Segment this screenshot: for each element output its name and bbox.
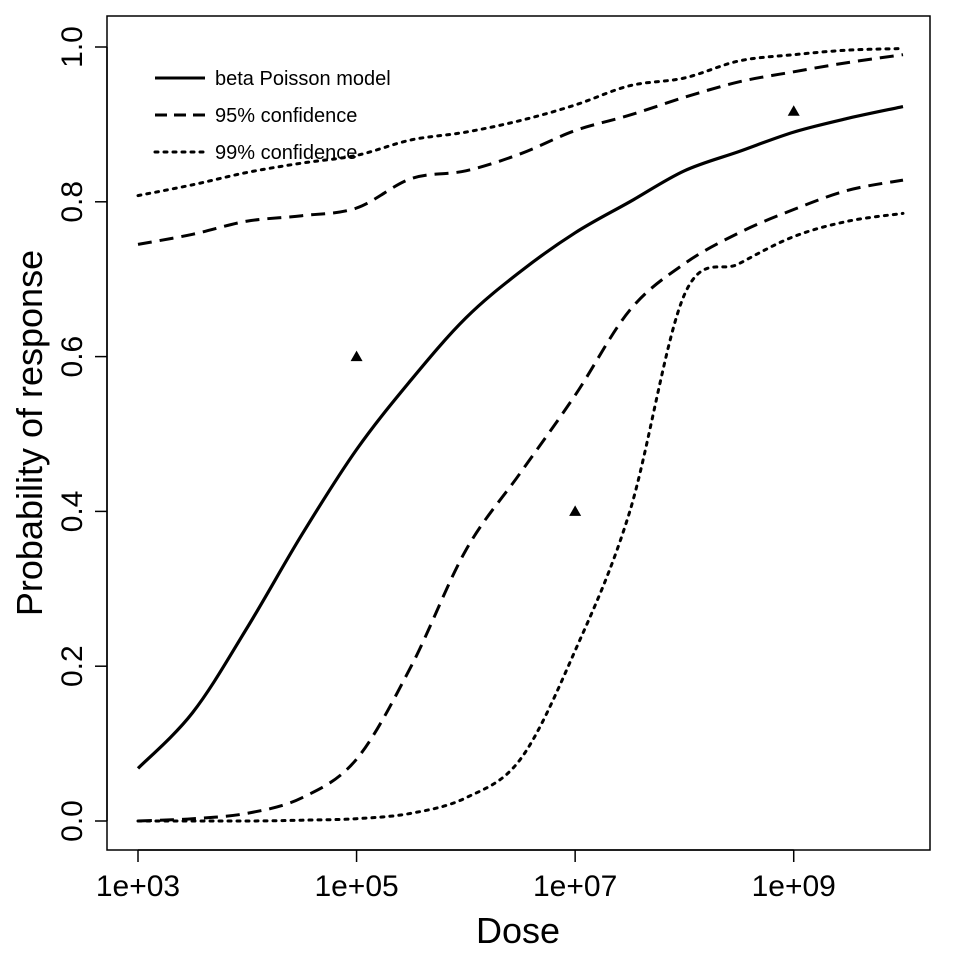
- series-line-4-dotted: [136, 211, 905, 823]
- x-tick-label-0: 1e+03: [96, 870, 180, 903]
- series-line-2-dashed: [137, 178, 904, 823]
- x-tick-label-1: 1e+05: [314, 870, 398, 903]
- legend-label-0: beta Poisson model: [215, 68, 391, 90]
- x-tick-label-3: 1e+09: [752, 870, 836, 903]
- y-tick-label-2: 0.4: [56, 491, 89, 533]
- y-tick-label-1: 0.2: [56, 645, 89, 687]
- data-point-1: [569, 505, 582, 516]
- legend: beta Poisson model 95% confidence 99% conf…: [153, 68, 391, 164]
- legend-label-1: 95% confidence: [215, 105, 357, 127]
- legend-label-2: 99% confidence: [215, 142, 357, 164]
- y-axis: 0.0 0.2 0.4 0.6 0.8 1.0: [56, 26, 108, 842]
- y-tick-label-0: 0.0: [56, 800, 89, 842]
- y-tick-label-4: 0.8: [56, 181, 89, 223]
- series-line-3-dotted: [136, 47, 905, 198]
- y-tick-label-3: 0.6: [56, 336, 89, 378]
- data-point-2: [787, 105, 800, 116]
- data-point-0: [350, 350, 363, 362]
- data-points: [350, 105, 800, 516]
- x-tick-label-2: 1e+07: [533, 870, 617, 903]
- plot-lines: [136, 47, 905, 823]
- series-line-1-dashed: [137, 53, 904, 246]
- y-tick-label-5: 1.0: [56, 26, 89, 68]
- x-axis: 1e+03 1e+05 1e+07 1e+09: [96, 849, 836, 903]
- y-axis-title: Probability of response: [9, 250, 50, 616]
- x-axis-title: Dose: [476, 910, 560, 951]
- series-line-0-solid: [136, 105, 904, 770]
